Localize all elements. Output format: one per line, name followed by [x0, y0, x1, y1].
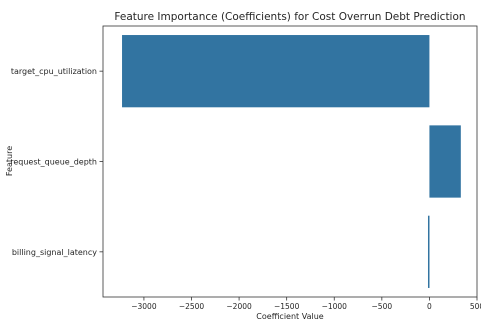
y-tick-label: target_cpu_utilization: [11, 67, 97, 76]
bar-billing-signal-latency: [427, 215, 430, 288]
x-axis-label: Coefficient Value: [256, 312, 323, 321]
bar-request-queue-depth: [429, 125, 461, 198]
y-axis-ticks: target_cpu_utilization request_queue_dept…: [10, 67, 103, 257]
x-tick-label: −1000: [322, 302, 348, 311]
x-axis-ticks: −3000 −2500 −2000 −1500 −1000 −500 0 500: [131, 297, 481, 311]
bars-group: [122, 35, 461, 288]
x-tick-label: −2500: [179, 302, 205, 311]
y-tick-label: billing_signal_latency: [12, 248, 97, 257]
x-tick-label: −1500: [274, 302, 300, 311]
chart-title: Feature Importance (Coefficients) for Co…: [114, 11, 465, 23]
bar-target-cpu-utilization: [122, 35, 430, 108]
x-tick-label: −3000: [131, 302, 157, 311]
y-axis-label: Feature: [5, 146, 14, 176]
y-tick-label: request_queue_depth: [10, 158, 97, 167]
x-tick-label: −2000: [226, 302, 252, 311]
x-tick-label: 500: [470, 302, 481, 311]
x-tick-label: −500: [372, 302, 393, 311]
x-tick-label: 0: [427, 302, 432, 311]
